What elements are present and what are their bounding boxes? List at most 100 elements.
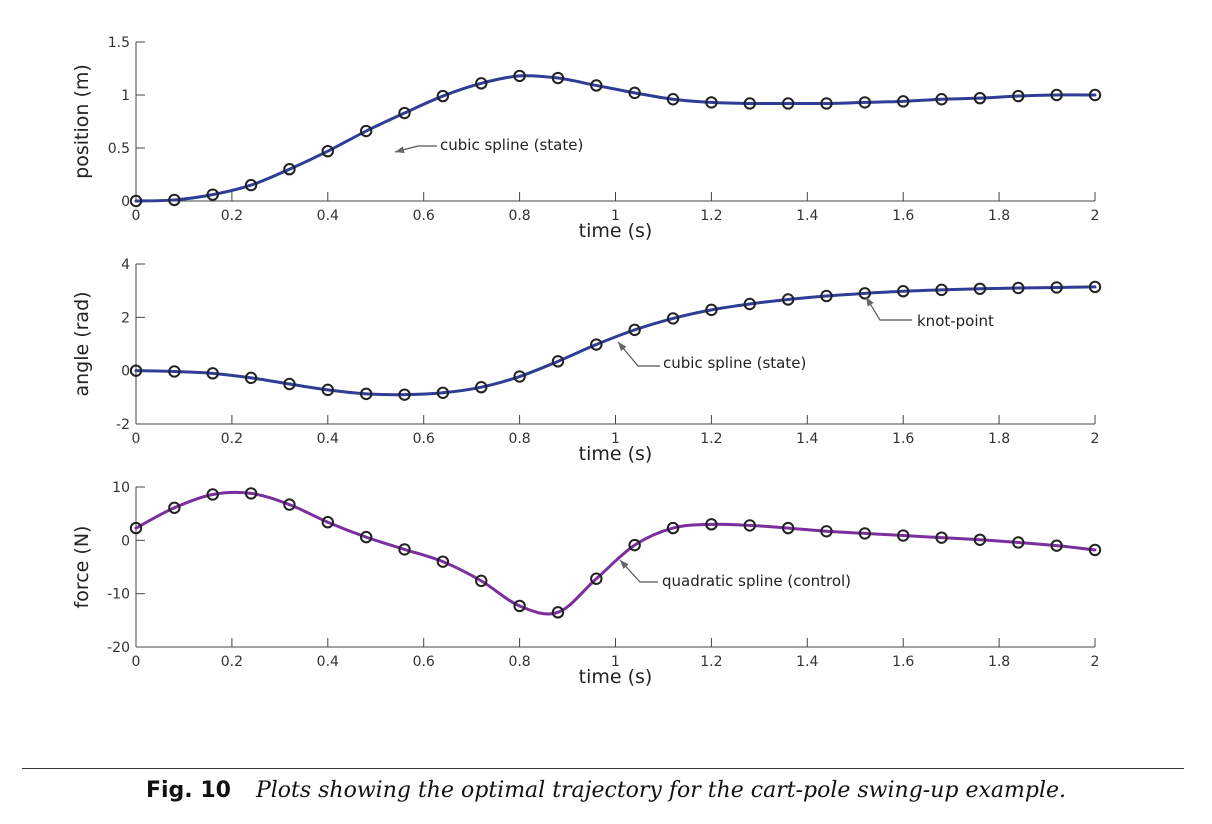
knot-point-marker [628, 538, 641, 552]
knot-point-marker [168, 193, 181, 207]
knot-point-marker [781, 97, 795, 110]
knot-point-marker [781, 293, 795, 306]
knot-point-marker [743, 97, 756, 110]
knot-point-marker [1088, 88, 1102, 102]
y-tick-label: 0 [121, 194, 130, 210]
knot-point-marker [858, 287, 872, 300]
x-tick-label: 2 [1091, 654, 1100, 670]
knot-point-marker [820, 525, 833, 538]
knot-point-marker [244, 487, 258, 500]
series-line [134, 74, 1097, 203]
y-axis-label: force (N) [71, 526, 93, 609]
annotation-arrowhead [618, 342, 627, 352]
x-tick-label: 1.2 [700, 431, 722, 447]
knot-point-marker [705, 518, 718, 531]
annotation-arrow [617, 341, 660, 367]
plot-panel-3: 0 0.2 0.4 0.6 0.8 1 1.2 1.4 1.6 1.8 2 -20 -10 0 10 time… [71, 480, 1102, 688]
annotation-label: cubic spline (state) [440, 136, 583, 154]
knot-point-marker [973, 533, 987, 546]
x-tick-label: 1.4 [796, 208, 818, 224]
x-tick-label: 0.4 [317, 654, 339, 670]
y-tick-label: -10 [107, 587, 130, 603]
annotation-label: cubic spline (state) [663, 354, 806, 372]
knot-point-marker [321, 144, 334, 158]
y-axis-label: angle (rad) [71, 291, 93, 396]
knot-point-marker [897, 529, 910, 542]
knot-point-marker [820, 289, 833, 303]
x-axis-label: time (s) [579, 220, 653, 242]
knot-point-marker [973, 282, 987, 295]
x-axis-label: time (s) [579, 666, 653, 688]
x-axis-label: time (s) [579, 443, 653, 465]
knot-point-marker [973, 91, 987, 105]
knot-point-marker [168, 501, 181, 514]
knot-point-marker [858, 527, 872, 540]
knot-point-marker [551, 355, 565, 368]
knot-point-marker [244, 178, 258, 192]
knot-point-marker [283, 377, 296, 391]
knot-point-marker [705, 96, 718, 109]
knot-point-marker [321, 516, 334, 529]
x-tick-label: 1.2 [700, 208, 722, 224]
x-tick-label: 0.8 [508, 208, 530, 224]
knot-point-marker [244, 371, 258, 385]
knot-point-marker [283, 163, 296, 176]
x-tick-label: 1.2 [700, 654, 722, 670]
knot-point-marker [551, 606, 565, 619]
knot-point-marker [628, 323, 641, 337]
x-tick-label: 1 [611, 431, 620, 447]
knot-point-marker [628, 86, 641, 100]
annotation-label: knot-point [917, 312, 994, 330]
knot-point-marker [1050, 281, 1063, 294]
knot-point-marker [321, 383, 334, 397]
x-tick-label: 0.2 [221, 654, 243, 670]
x-tick-label: 2 [1091, 208, 1100, 224]
x-tick-label: 1.6 [892, 654, 914, 670]
knot-point-marker [513, 599, 526, 613]
knot-point-marker [359, 530, 373, 544]
knot-point-marker [475, 381, 488, 394]
annotation-arrowhead [395, 146, 405, 154]
y-tick-label: 1.5 [108, 35, 130, 51]
knot-point-marker [1012, 281, 1025, 295]
x-tick-label: 1.8 [988, 654, 1010, 670]
x-tick-label: 1.4 [796, 431, 818, 447]
x-tick-label: 1 [611, 208, 620, 224]
caption-text: Plots showing the optimal trajectory for… [255, 778, 1067, 803]
x-tick-label: 0.6 [413, 654, 435, 670]
y-tick-label: 4 [121, 257, 130, 273]
knot-point-marker [551, 71, 565, 85]
y-axis-label: position (m) [71, 64, 93, 179]
annotation-arrow [865, 296, 912, 321]
knot-point-marker [475, 574, 488, 588]
knot-point-marker [283, 498, 296, 511]
x-tick-label: 1.8 [988, 431, 1010, 447]
knot-point-marker [590, 79, 603, 92]
series-line [134, 285, 1097, 397]
knot-point-marker [513, 69, 526, 83]
plot-panel-1: 0 0.2 0.4 0.6 0.8 1 1.2 1.4 1.6 1.8 2 0 0.5 1 1.5 time … [71, 35, 1102, 242]
knot-point-marker [129, 364, 143, 377]
knot-point-marker [897, 285, 910, 298]
knot-point-marker [897, 95, 910, 108]
trajectory-plots: 0 0.2 0.4 0.6 0.8 1 1.2 1.4 1.6 1.8 2 0 0.5 1 1.5 time … [71, 35, 1102, 688]
y-tick-label: 2 [121, 310, 130, 326]
knot-point-marker [858, 96, 872, 109]
knot-point-marker [398, 543, 411, 556]
y-tick-label: 1 [121, 88, 130, 104]
knot-point-marker [820, 97, 833, 110]
annotation-label: quadratic spline (control) [662, 572, 851, 590]
x-tick-label: 0 [132, 431, 141, 447]
y-tick-label: 0.5 [108, 141, 130, 157]
x-tick-label: 1.6 [892, 208, 914, 224]
x-tick-label: 0.4 [317, 431, 339, 447]
knot-point-marker [935, 531, 948, 544]
annotation-arrowhead [866, 297, 874, 307]
x-tick-label: 2 [1091, 431, 1100, 447]
knot-point-marker [359, 387, 373, 401]
x-tick-label: 0.2 [221, 431, 243, 447]
knot-point-marker [935, 93, 948, 106]
knot-point-marker [129, 521, 143, 535]
knot-point-marker [666, 93, 680, 106]
knot-point-marker [590, 572, 603, 585]
